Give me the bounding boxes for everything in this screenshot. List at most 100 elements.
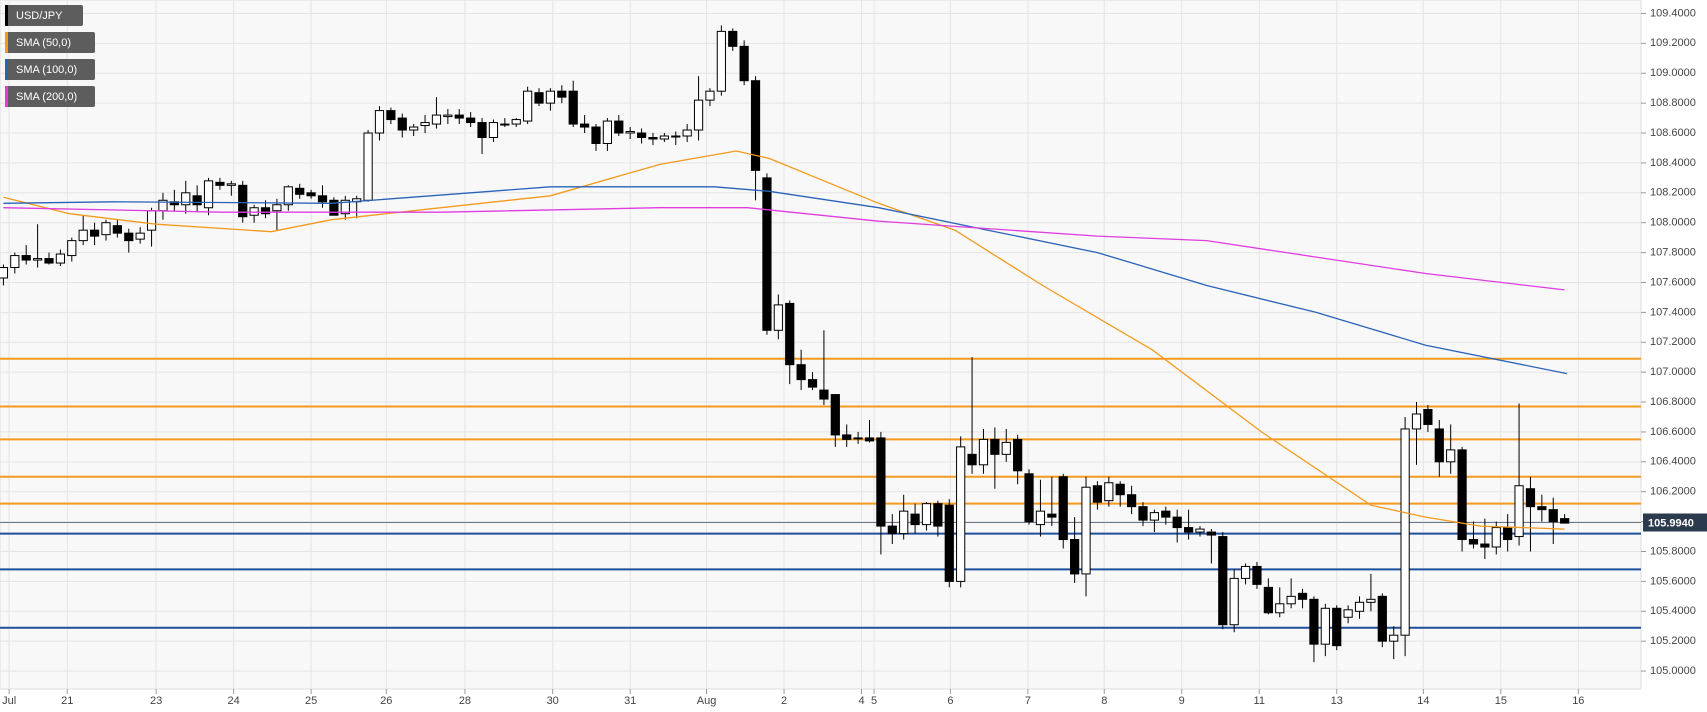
candle-body [1514, 485, 1524, 538]
candle-body [1411, 413, 1422, 430]
legend-swatch [5, 32, 8, 53]
candle-body [580, 123, 590, 128]
candle-body [431, 114, 442, 125]
candle-body [1001, 441, 1011, 455]
candle-body [659, 135, 669, 140]
candle-body [773, 304, 783, 331]
candle-body [967, 453, 977, 466]
candle-body [101, 222, 111, 236]
candle-body [500, 123, 510, 126]
x-tick-label: 30 [547, 695, 559, 707]
candle-body [648, 137, 658, 140]
candle-body [374, 110, 385, 134]
candle-body [899, 510, 909, 535]
legend-label: USD/JPY [16, 10, 63, 22]
y-tick-label: 108.4000 [1650, 157, 1696, 169]
candle-body [1537, 506, 1547, 511]
candle-body [1263, 586, 1273, 614]
candle-body [1206, 531, 1216, 536]
candle-body [386, 110, 396, 121]
y-tick-label: 105.8000 [1650, 545, 1696, 557]
candle-body [1320, 607, 1330, 645]
legend-label: SMA (50,0) [16, 37, 71, 49]
candle-body [978, 438, 989, 466]
candle-body [1468, 539, 1479, 545]
x-tick-label: Aug [697, 695, 717, 707]
candle-body [295, 187, 305, 195]
candle-body [1070, 539, 1080, 575]
legend-swatch [5, 59, 8, 80]
candle-body [146, 210, 157, 231]
candle-body [21, 255, 31, 261]
candle-body [306, 192, 316, 197]
x-tick-label: 16 [1572, 695, 1584, 707]
sma-line [3, 150, 1565, 530]
x-tick-label: Jul [2, 695, 16, 707]
candle-body [317, 195, 328, 203]
candle-body [944, 504, 954, 582]
candle-body [1229, 577, 1239, 626]
candle-body [238, 184, 248, 218]
candle-body [1548, 509, 1558, 523]
legend-label: SMA (100,0) [16, 64, 77, 76]
candle-body [728, 30, 738, 47]
x-tick-label: 31 [624, 695, 636, 707]
candle-body [545, 90, 556, 104]
candle-body [1183, 527, 1194, 533]
candle-body [614, 120, 624, 134]
sma-line [3, 186, 1568, 375]
candle-body [990, 438, 1000, 455]
x-tick-label: 21 [61, 695, 73, 707]
candle-body [1218, 536, 1228, 626]
candle-body [135, 232, 145, 240]
candle-body [215, 181, 225, 186]
candle-body [864, 437, 875, 442]
candle-body [203, 180, 214, 209]
candle-body [1503, 527, 1513, 541]
x-tick-label: 23 [150, 695, 162, 707]
candle-body [1149, 512, 1160, 521]
candle-body [192, 195, 202, 206]
candle-body [956, 446, 966, 582]
x-tick-label: 25 [305, 695, 317, 707]
candle-body [55, 253, 66, 264]
candle-body [1400, 428, 1410, 636]
legend-box [5, 5, 83, 26]
candle-body [1138, 506, 1148, 521]
candle-body [260, 207, 271, 215]
candle-body [1024, 473, 1034, 523]
candle-body [1058, 476, 1068, 541]
legend-box [5, 86, 95, 107]
candle-body [329, 199, 339, 216]
y-tick-label: 109.0000 [1650, 67, 1696, 79]
candle-body [1560, 518, 1570, 524]
candle-body [1195, 528, 1205, 533]
legend-box [5, 32, 95, 53]
candle-body [921, 503, 932, 526]
y-tick-label: 108.2000 [1650, 187, 1696, 199]
candle-body [1491, 527, 1501, 548]
y-tick-label: 108.6000 [1650, 127, 1696, 139]
candle-body [933, 503, 943, 527]
plot-area [0, 0, 1642, 690]
candle-body [1104, 482, 1114, 502]
candle-body [1127, 494, 1137, 508]
candle-body [842, 434, 852, 440]
price-tag [1643, 513, 1707, 532]
candle-body [716, 30, 726, 92]
candle-body [1377, 595, 1387, 642]
candle-body [78, 229, 88, 242]
sma-line [3, 207, 1565, 291]
candle-body [272, 204, 282, 212]
x-tick-label: 8 [1101, 695, 1107, 707]
candle-body [1366, 598, 1376, 603]
candle-body [89, 229, 100, 237]
candle-body [523, 90, 533, 122]
candle-body [1332, 607, 1342, 647]
candle-body [796, 364, 806, 381]
x-tick-label: 28 [459, 695, 471, 707]
candle-body [750, 80, 761, 171]
candle-body [44, 258, 54, 264]
y-tick-label: 108.8000 [1650, 97, 1696, 109]
x-tick-label: 13 [1331, 695, 1343, 707]
